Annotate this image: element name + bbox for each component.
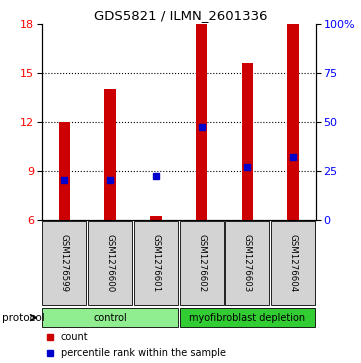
Text: GSM1276600: GSM1276600 [106,234,114,292]
Bar [196,24,207,220]
Bar [104,89,116,220]
Text: protocol: protocol [2,313,44,323]
Text: control: control [93,313,127,323]
Bar [43,221,86,305]
Text: count: count [61,332,88,342]
Bar [88,221,132,305]
Text: percentile rank within the sample: percentile rank within the sample [61,348,226,358]
Text: GSM1276604: GSM1276604 [288,234,297,292]
Bar [134,221,178,305]
Bar [180,308,315,327]
Text: GSM1276601: GSM1276601 [151,234,160,292]
Bar [225,221,269,305]
Text: GSM1276599: GSM1276599 [60,234,69,292]
Text: GSM1276602: GSM1276602 [197,234,206,292]
Text: myofibroblast depletion: myofibroblast depletion [189,313,305,323]
Bar [271,221,315,305]
Bar [180,221,223,305]
Bar [43,308,178,327]
Bar [242,63,253,220]
Bar [287,24,299,220]
Bar [58,122,70,220]
Text: GDS5821 / ILMN_2601336: GDS5821 / ILMN_2601336 [94,9,267,22]
Text: GSM1276603: GSM1276603 [243,234,252,292]
Bar [150,216,162,220]
